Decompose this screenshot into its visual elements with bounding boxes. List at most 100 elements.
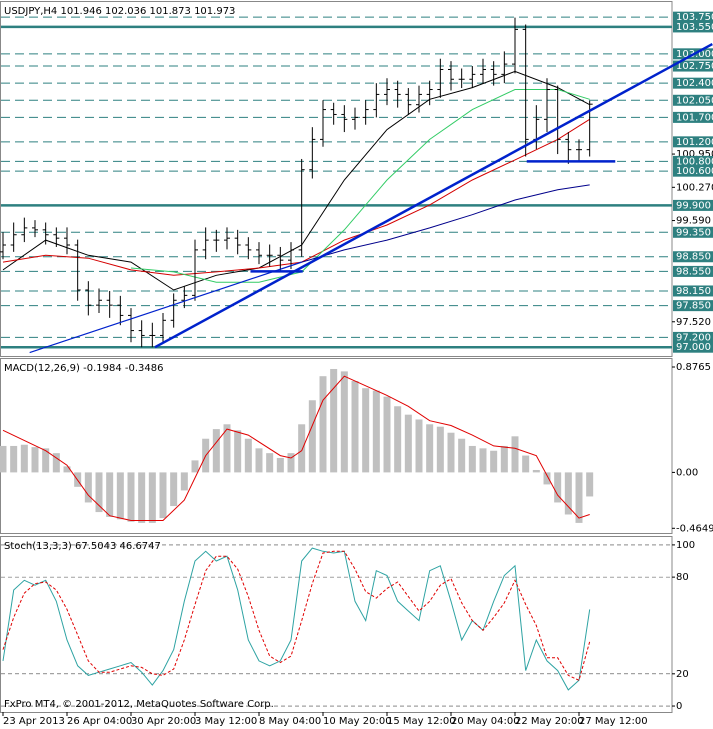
histogram-bar [138, 472, 146, 523]
histogram-bar [543, 472, 551, 485]
level-label-bg [673, 165, 713, 177]
histogram-bar [170, 472, 178, 507]
histogram-bar [106, 472, 114, 517]
x-tick-label: 23 Apr 2013 [3, 716, 65, 727]
histogram-bar [63, 466, 71, 473]
level-label-bg [673, 155, 713, 167]
histogram-bar [244, 438, 252, 473]
histogram-bar [127, 472, 135, 522]
histogram-bar [266, 453, 274, 473]
y-tick-label: 0.00 [676, 467, 698, 478]
x-tick-label: 15 May 12:00 [387, 716, 456, 727]
level-label-bg [673, 251, 713, 263]
histogram-bar [148, 472, 156, 523]
histogram-bar [458, 438, 466, 473]
level-label: 101.700 [676, 112, 713, 123]
y-tick-label: 99.590 [676, 216, 711, 227]
level-label: 102.400 [676, 78, 713, 89]
histogram-bar [10, 445, 18, 473]
level-label: 102.750 [676, 61, 713, 72]
level-label-bg [673, 11, 713, 23]
level-label: 97.000 [676, 342, 711, 353]
y-tick-label: 97.520 [676, 317, 711, 328]
level-label: 103.550 [676, 22, 713, 33]
histogram-bar [362, 388, 370, 473]
histogram-bar [554, 472, 562, 503]
histogram-bar [586, 472, 594, 497]
level-label: 101.200 [676, 137, 713, 148]
level-label: 98.150 [676, 286, 711, 297]
level-label: 99.350 [676, 227, 711, 238]
histogram-bar [351, 381, 359, 473]
level-label: 103.750 [676, 12, 713, 23]
level-label-bg [673, 94, 713, 106]
histogram-bar [212, 429, 220, 473]
level-label: 102.050 [676, 95, 713, 106]
level-label-bg [673, 331, 713, 343]
stoch-panel-frame [0, 536, 673, 713]
panel-title: USDJPY,H4 101.946 102.036 101.873 101.97… [4, 6, 235, 17]
main-panel-frame [0, 1, 673, 357]
plot-layer: 100.950 100.270 99.590 97.520 103.750103.550… [0, 6, 713, 727]
histogram-bar [276, 457, 284, 473]
x-tick-label: 20 May 04:00 [451, 716, 520, 727]
trendline [29, 261, 302, 354]
level-label: 100.800 [676, 156, 713, 167]
histogram-bar [20, 444, 28, 473]
panel-title: Stoch(13,3,3) 67.5043 46.6747 [4, 541, 161, 552]
histogram-bar [234, 430, 242, 473]
histogram-bar [223, 424, 231, 473]
x-tick-label: 26 Apr 04:00 [67, 716, 132, 727]
histogram-bar [180, 472, 188, 491]
histogram-bar [0, 445, 7, 473]
footer: FxPro MT4, © 2001-2012, MetaQuotes Softw… [4, 699, 274, 710]
y-tick-label: 100.270 [676, 182, 713, 193]
level-label-bg [673, 60, 713, 72]
histogram-bar [490, 450, 498, 473]
histogram-bar [319, 376, 327, 473]
histogram-bar [436, 426, 444, 473]
level-label-bg [673, 136, 713, 148]
histogram-bar [159, 472, 167, 519]
histogram-bar [479, 448, 487, 473]
indicator-line [2, 550, 591, 681]
indicator-line [2, 375, 590, 521]
level-label-bg [673, 265, 713, 277]
level-label-bg [673, 77, 713, 89]
histogram-bar [287, 453, 295, 473]
level-label: 98.550 [676, 266, 711, 277]
level-label: 97.850 [676, 301, 711, 312]
x-tick-label: 27 May 12:00 [579, 716, 648, 727]
histogram-bar [426, 424, 434, 473]
level-label-bg [673, 21, 713, 33]
level-label-bg [673, 199, 713, 211]
y-tick-label: 0.8765 [676, 362, 711, 373]
indicator-line [130, 89, 590, 283]
y-tick-label: 100.950 [676, 149, 713, 160]
level-label-bg [673, 300, 713, 312]
histogram-bar [308, 400, 316, 473]
histogram-bar [372, 390, 380, 473]
histogram-bar [575, 472, 583, 523]
panel-title: MACD(12,26,9) -0.1984 -0.3486 [4, 363, 164, 374]
histogram-bar [394, 406, 402, 473]
histogram-bar [191, 460, 199, 473]
histogram-bar [415, 419, 423, 473]
level-label-bg [673, 285, 713, 297]
y-tick-label: 80 [676, 572, 689, 583]
x-tick-label: 22 May 20:00 [515, 716, 584, 727]
level-label: 100.600 [676, 166, 713, 177]
x-tick-label: 8 May 04:00 [259, 716, 321, 727]
histogram-bar [468, 445, 476, 473]
histogram-bar [84, 472, 92, 503]
histogram-bar [52, 453, 60, 473]
histogram-bar [447, 432, 455, 473]
histogram-bar [383, 396, 391, 473]
x-tick-label: 3 May 12:00 [195, 716, 257, 727]
y-tick-label: 0 [676, 701, 682, 712]
histogram-bar [95, 472, 103, 513]
level-label: 99.900 [676, 200, 711, 211]
